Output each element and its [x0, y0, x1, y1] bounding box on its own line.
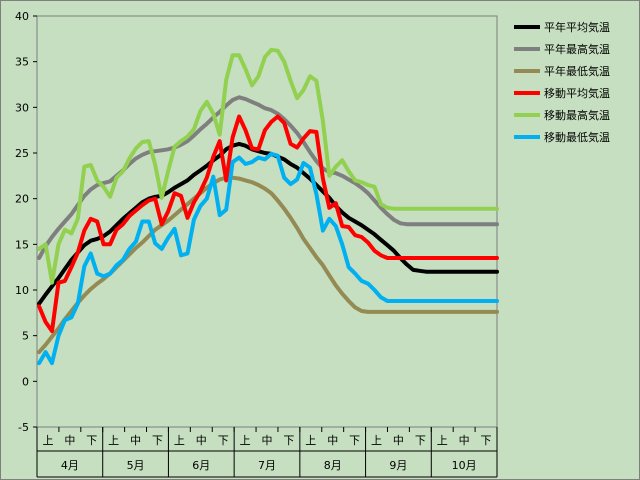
y-tick-label: 30: [15, 101, 29, 114]
x-month-label: 10月: [452, 459, 477, 472]
x-period-label: 中: [130, 434, 141, 447]
x-period-label: 中: [196, 434, 207, 447]
legend-label-6: 移動最低気温: [544, 130, 610, 144]
legend-label-3: 平年最低気温: [544, 64, 610, 78]
series-line-1: [37, 141, 499, 306]
y-tick-label: 10: [15, 284, 29, 297]
legend-label-2: 平年最高気温: [544, 42, 610, 56]
x-period-label: 下: [349, 434, 360, 447]
x-period-label: 上: [371, 434, 382, 447]
x-month-label: 7月: [258, 459, 276, 472]
x-month-label: 5月: [127, 459, 145, 472]
x-period-label: 下: [283, 434, 294, 447]
x-period-label: 下: [218, 434, 229, 447]
y-tick-label: 5: [22, 330, 29, 343]
y-tick-label: 40: [15, 10, 29, 23]
series-line-6: [37, 151, 499, 366]
x-period-label: 上: [305, 434, 316, 447]
x-month-label: 9月: [389, 459, 407, 472]
x-period-label: 上: [108, 434, 119, 447]
x-period-label: 下: [86, 434, 97, 447]
x-period-label: 上: [174, 434, 185, 447]
x-period-label: 中: [64, 434, 75, 447]
legend-label-4: 移動平均気温: [544, 86, 610, 100]
x-month-label: 8月: [324, 459, 342, 472]
x-period-label: 上: [42, 434, 53, 447]
axes: -50510152025303540上中下4月上中下5月上中下6月上中下7月上中…: [15, 10, 498, 478]
x-period-label: 中: [262, 434, 273, 447]
y-tick-label: -5: [18, 421, 29, 434]
x-period-label: 中: [459, 434, 470, 447]
x-period-label: 下: [152, 434, 163, 447]
y-tick-label: 25: [15, 147, 29, 160]
series-line-3: [37, 175, 499, 355]
legend-label-5: 移動最高気温: [544, 108, 610, 122]
series-line-4: [37, 114, 499, 334]
legend-label-1: 平年平均気温: [544, 20, 610, 34]
x-period-label: 中: [393, 434, 404, 447]
x-period-label: 上: [437, 434, 448, 447]
x-month-label: 4月: [61, 459, 79, 472]
y-tick-label: 20: [15, 193, 29, 206]
y-tick-label: 0: [22, 375, 29, 388]
plot-area: [36, 15, 498, 428]
x-period-label: 下: [415, 434, 426, 447]
x-period-label: 下: [481, 434, 492, 447]
x-period-label: 上: [240, 434, 251, 447]
series-line-5: [37, 47, 499, 285]
series-layer: [37, 47, 499, 366]
y-tick-label: 35: [15, 56, 29, 69]
x-month-label: 6月: [192, 459, 210, 472]
x-period-label: 中: [327, 434, 338, 447]
y-tick-label: 15: [15, 238, 29, 251]
